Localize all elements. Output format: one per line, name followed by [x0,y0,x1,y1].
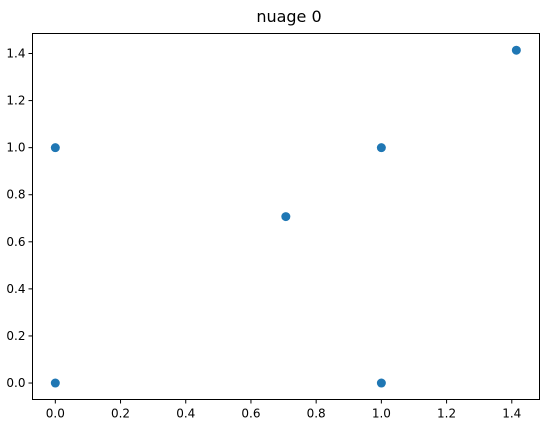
x-tick-label: 0.4 [176,407,195,421]
scatter-point [50,378,60,388]
chart-title: nuage 0 [256,7,321,26]
y-tick-label: 1.0 [6,141,25,155]
x-tick-label: 0.8 [307,407,326,421]
scatter-point [50,143,60,153]
scatter-point [281,212,291,222]
x-tick-label: 0.2 [111,407,130,421]
y-tick-label: 1.4 [6,47,25,61]
y-tick-label: 1.2 [6,94,25,108]
y-tick-label: 0.2 [6,329,25,343]
scatter-point [376,378,386,388]
x-axis: 0.0 0.2 0.4 0.6 0.8 1.0 1.2 1.4 [46,399,521,421]
x-tick-label: 1.2 [437,407,456,421]
x-tick-label: 1.4 [502,407,521,421]
y-tick-label: 0.4 [6,282,25,296]
x-tick-label: 1.0 [372,407,391,421]
y-tick-label: 0.6 [6,235,25,249]
data-points [50,45,521,388]
scatter-point [376,143,386,153]
scatter-point [511,45,521,55]
y-tick-label: 0.8 [6,188,25,202]
plot-area-frame [32,33,540,400]
y-tick-label: 0.0 [6,376,25,390]
x-tick-label: 0.6 [241,407,260,421]
x-tick-label: 0.0 [46,407,65,421]
y-axis: 0.0 0.2 0.4 0.6 0.8 1.0 1.2 1.4 [6,47,33,390]
